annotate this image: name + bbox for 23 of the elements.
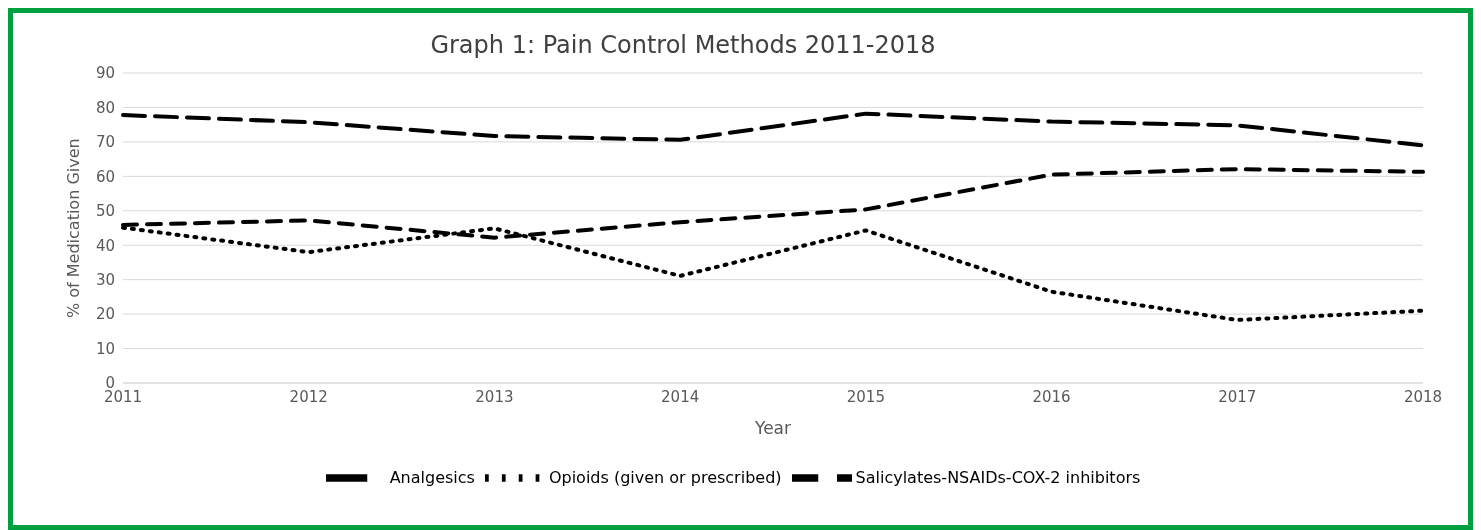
chart-title: Graph 1: Pain Control Methods 2011-2018 [429,31,937,59]
x-tick-label: 2016 [1032,387,1071,406]
legend-label: Salicylates-NSAIDs-COX-2 inhibitors [855,467,1141,487]
y-tick-label: 50 [95,202,115,221]
y-tick-label: 30 [95,270,115,289]
legend-label: Analgesics [389,467,475,487]
y-tick-label: 60 [95,167,115,186]
x-tick-label: 2012 [289,387,328,406]
x-tick-label: 2017 [1218,387,1257,406]
x-tick-label: 2018 [1403,387,1443,406]
x-axis-title: Year [754,418,791,438]
y-tick-label: 40 [95,236,115,255]
y-tick-label: 70 [95,133,115,152]
x-tick-label: 2013 [475,387,514,406]
legend-label: Opioids (given or prescribed) [548,467,782,487]
y-axis-title: % of Medication Given [63,138,83,318]
y-tick-label: 80 [95,98,115,117]
line-series [121,111,1425,148]
y-tick-label: 90 [95,64,115,83]
x-tick-label: 2015 [846,387,885,406]
x-tick-label: 2014 [661,387,700,406]
y-tick-label: 10 [95,339,115,358]
y-tick-label: 20 [95,305,115,324]
